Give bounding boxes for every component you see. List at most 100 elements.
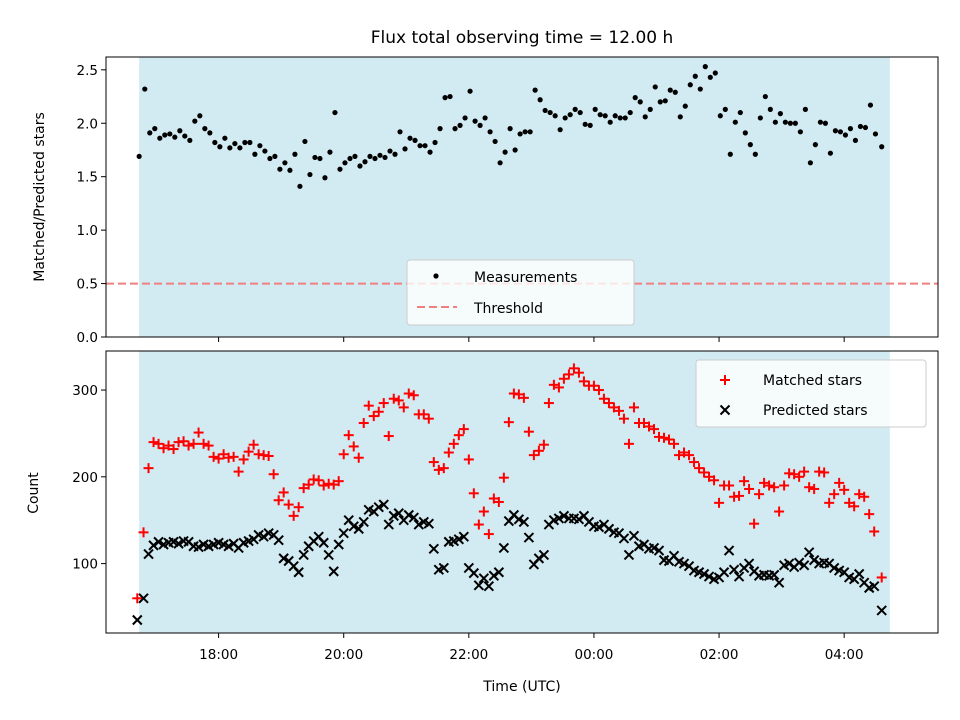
x-stroke-b xyxy=(488,570,500,581)
predicted-star-marker xyxy=(723,545,735,556)
matched-star-marker xyxy=(623,438,634,449)
matched-star-marker xyxy=(588,380,599,391)
measurement-point xyxy=(372,155,378,162)
x-stroke-b xyxy=(363,504,374,515)
x-stroke-b xyxy=(538,549,550,561)
measurement-point xyxy=(232,140,238,147)
measurement-point xyxy=(542,107,548,114)
x-stroke-b xyxy=(723,545,735,556)
predicted-star-marker xyxy=(348,521,359,532)
predicted-star-marker xyxy=(453,534,465,545)
x-stroke-b xyxy=(132,614,143,626)
predicted-star-marker xyxy=(623,549,635,561)
matched-star-marker xyxy=(468,488,479,499)
measurement-point xyxy=(202,126,208,132)
bottom-panel: 100 200 300 18:00 20:00 22:00 00:00 02:00 04:00… xyxy=(26,350,939,695)
matched-star-marker xyxy=(428,457,439,468)
x-stroke-b xyxy=(498,542,510,554)
measurement-point xyxy=(207,130,213,136)
matched-star-marker xyxy=(178,436,189,447)
predicted-star-marker xyxy=(138,593,149,604)
matched-star-marker xyxy=(558,373,569,384)
matched-star-marker xyxy=(744,483,755,494)
measurement-point xyxy=(447,93,453,100)
matched-star-marker xyxy=(193,427,204,438)
measurement-point xyxy=(687,82,693,88)
matched-star-marker xyxy=(163,440,174,451)
y-tick-label: 200 xyxy=(72,470,98,486)
measurement-point xyxy=(452,126,458,132)
matched-star-marker xyxy=(809,483,820,494)
matched-star-marker xyxy=(303,479,314,490)
predicted-star-marker xyxy=(458,531,470,542)
matched-star-marker xyxy=(598,393,609,404)
measurement-point xyxy=(262,148,268,154)
matched-star-marker xyxy=(483,529,494,540)
measurement-point xyxy=(592,106,598,112)
x-stroke-b xyxy=(758,569,770,581)
matched-star-marker xyxy=(438,463,449,474)
x-stroke-b xyxy=(733,571,745,582)
x-stroke-b xyxy=(683,560,695,572)
measurement-point xyxy=(572,106,578,112)
x-stroke-b xyxy=(193,541,204,553)
x-stroke-b xyxy=(343,514,354,526)
x-stroke-b xyxy=(418,516,429,528)
y-tick-label: 2.5 xyxy=(77,63,98,79)
legend-marker-predicted xyxy=(719,404,731,416)
matched-star-marker xyxy=(363,400,374,411)
top-axes-frame xyxy=(105,56,939,338)
measurement-point xyxy=(707,74,713,80)
top-panel: 0.0 0.5 1.0 1.5 2.0 2.5 Matched/Predicted sta… xyxy=(32,56,939,346)
x-stroke-b xyxy=(438,562,450,574)
x-stroke-b xyxy=(373,501,384,513)
measurement-point xyxy=(292,151,298,157)
measurement-point xyxy=(747,142,753,148)
predicted-star-marker xyxy=(298,549,309,561)
bottom-x-ticks: 18:00 20:00 22:00 00:00 02:00 04:00 xyxy=(199,633,864,663)
matched-star-marker xyxy=(659,432,670,443)
measurement-point xyxy=(342,160,348,166)
measurement-point xyxy=(517,131,523,137)
measurement-point xyxy=(812,142,818,148)
x-stroke-b xyxy=(408,512,419,523)
predicted-star-marker xyxy=(293,567,304,578)
matched-star-marker xyxy=(448,438,459,449)
x-stroke-b xyxy=(228,538,239,549)
x-stroke-b xyxy=(583,516,595,528)
measurement-point xyxy=(402,146,408,152)
legend-marker-matched xyxy=(720,375,730,385)
predicted-star-marker xyxy=(148,540,159,551)
matched-star-marker xyxy=(228,451,239,462)
x-stroke-b xyxy=(428,543,440,555)
x-stroke-b xyxy=(868,580,880,592)
x-stroke-b xyxy=(453,534,465,545)
measurement-point xyxy=(252,151,258,157)
x-stroke-b xyxy=(558,510,570,522)
legend-label-predicted: Predicted stars xyxy=(763,403,868,419)
matched-star-marker xyxy=(378,398,389,409)
bottom-legend: Matched stars Predicted stars xyxy=(695,359,927,428)
matched-star-marker xyxy=(679,447,690,458)
x-stroke-b xyxy=(383,519,394,530)
measurement-point xyxy=(522,129,528,135)
measurement-point xyxy=(567,112,573,118)
x-stroke-b xyxy=(253,529,264,541)
measurement-point xyxy=(537,97,543,103)
predicted-star-marker xyxy=(318,537,329,548)
measurement-point xyxy=(332,109,338,116)
x-tick-label: 20:00 xyxy=(324,647,363,663)
measurement-point xyxy=(727,151,733,157)
measurement-point xyxy=(532,87,538,93)
matched-star-marker xyxy=(764,480,775,491)
matched-star-marker xyxy=(754,489,765,500)
matched-star-marker xyxy=(283,499,294,510)
measurement-point xyxy=(442,95,448,101)
x-tick-label: 04:00 xyxy=(825,647,864,663)
x-stroke-b xyxy=(608,527,620,538)
x-stroke-b xyxy=(223,541,234,552)
bottom-y-axis-label: Count xyxy=(26,472,42,514)
matched-star-marker xyxy=(243,446,254,457)
x-stroke-b xyxy=(613,528,625,539)
predicted-star-marker xyxy=(603,523,615,535)
